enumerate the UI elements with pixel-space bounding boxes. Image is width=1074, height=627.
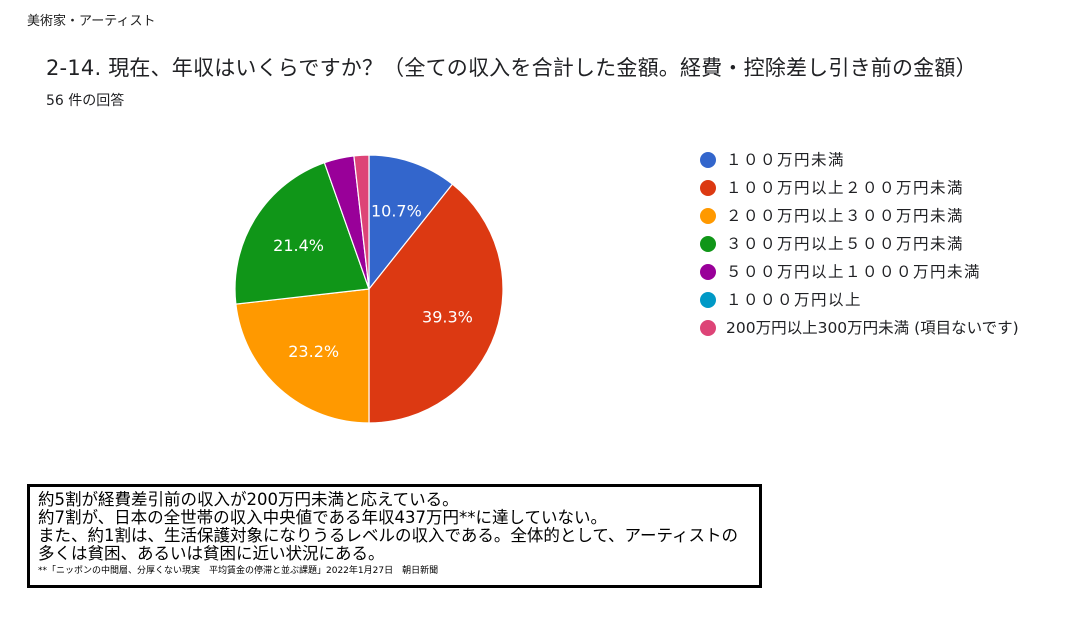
legend-item-100-200[interactable]: １００万円以上２００万円未満 [700, 178, 1040, 199]
pie-chart: 10.7% 39.3% 23.2% 21.4% [234, 154, 504, 424]
commentary-box: 約5割が経費差引前の収入が200万円未満と応えている。 約7割が、日本の全世帯の… [27, 484, 762, 588]
commentary-line: 約5割が経費差引前の収入が200万円未満と応えている。 [38, 490, 459, 509]
pie-slice[interactable] [235, 288, 370, 424]
legend-swatch [700, 320, 716, 336]
footnote: **「ニッポンの中間層、分厚くない現実 平均賃金の停滞と並ぶ課題」2022年1月… [38, 566, 439, 576]
legend-swatch [700, 236, 716, 252]
legend-item-other[interactable]: 200万円以上300万円未満 (項目ないです) [700, 318, 1040, 339]
legend-label: １００万円未満 [726, 151, 846, 169]
legend-swatch [700, 152, 716, 168]
pie-slice[interactable] [368, 183, 504, 424]
response-count: 56 件の回答 [46, 93, 125, 109]
legend-label: 200万円以上300万円未満 (項目ないです) [726, 319, 1019, 337]
commentary-line: また、約1割は、生活保護対象になりうるレベルの収入である。全体的として、アーティ… [38, 526, 739, 563]
chart-legend: １００万円未満 １００万円以上２００万円未満 ２００万円以上３００万円未満 ３０… [700, 150, 1040, 346]
slice-data-label: 21.4% [273, 236, 324, 255]
legend-swatch [700, 180, 716, 196]
legend-item-200-300[interactable]: ２００万円以上３００万円未満 [700, 206, 1040, 227]
question-title: 2-14. 現在、年収はいくらですか？（全ての収入を合計した金額。経費・控除差し… [46, 56, 977, 80]
legend-item-over-1000[interactable]: １０００万円以上 [700, 290, 1040, 311]
pie-slice[interactable] [234, 161, 370, 305]
commentary-line: 約7割が、日本の全世帯の収入中央値である年収437万円**に達していない。 [38, 508, 608, 527]
legend-item-300-500[interactable]: ３００万円以上５００万円未満 [700, 234, 1040, 255]
legend-swatch [700, 208, 716, 224]
legend-label: １０００万円以上 [726, 291, 863, 309]
slice-data-label: 23.2% [288, 342, 339, 361]
legend-label: １００万円以上２００万円未満 [726, 179, 965, 197]
slice-data-label: 39.3% [422, 307, 473, 326]
category-label: 美術家・アーティスト [27, 14, 156, 29]
legend-item-500-1000[interactable]: ５００万円以上１０００万円未満 [700, 262, 1040, 283]
legend-label: ３００万円以上５００万円未満 [726, 235, 965, 253]
pie-slice[interactable] [368, 154, 454, 291]
legend-swatch [700, 264, 716, 280]
slice-data-label: 10.7% [371, 202, 422, 221]
legend-item-under-100[interactable]: １００万円未満 [700, 150, 1040, 171]
legend-label: ２００万円以上３００万円未満 [726, 207, 965, 225]
legend-swatch [700, 292, 716, 308]
pie-slice[interactable] [353, 154, 370, 290]
legend-label: ５００万円以上１０００万円未満 [726, 263, 982, 281]
